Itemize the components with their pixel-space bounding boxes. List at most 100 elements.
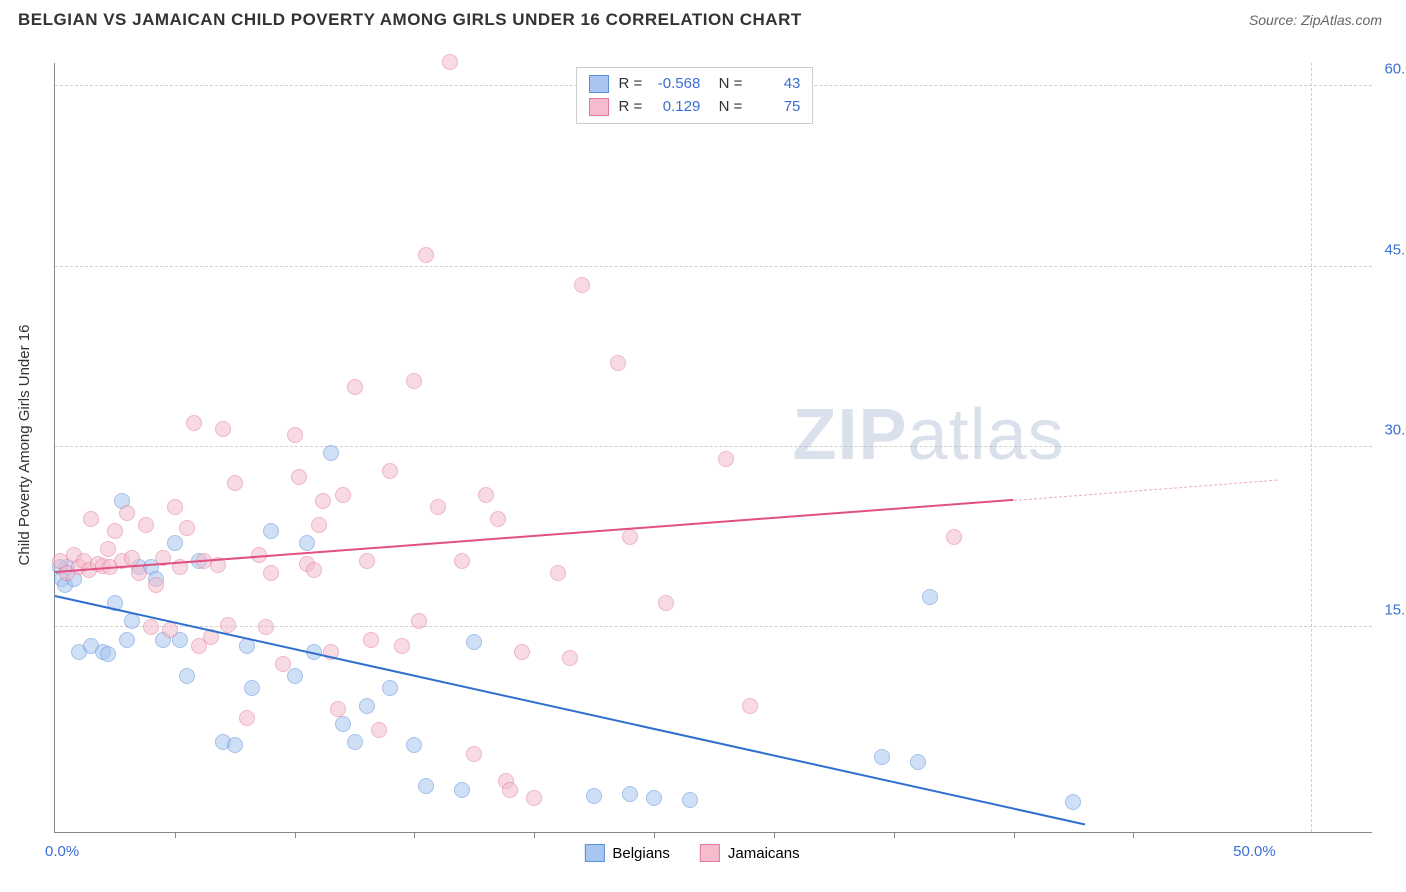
data-point (220, 617, 236, 633)
data-point (148, 577, 164, 593)
data-point (466, 746, 482, 762)
x-tick (534, 832, 535, 838)
data-point (466, 634, 482, 650)
data-point (347, 734, 363, 750)
data-point (291, 469, 307, 485)
data-point (442, 54, 458, 70)
n-value-jamaicans: 75 (752, 96, 800, 119)
legend-label-belgians: Belgians (612, 845, 670, 862)
data-point (167, 499, 183, 515)
data-point (622, 786, 638, 802)
data-point (83, 511, 99, 527)
data-point (215, 421, 231, 437)
chart-title: BELGIAN VS JAMAICAN CHILD POVERTY AMONG … (18, 10, 802, 30)
x-tick (894, 832, 895, 838)
data-point (311, 517, 327, 533)
legend-swatch-belgians (589, 75, 609, 93)
data-point (550, 565, 566, 581)
x-axis-max-label: 50.0% (1233, 843, 1276, 860)
data-point (874, 749, 890, 765)
data-point (430, 499, 446, 515)
data-point (186, 415, 202, 431)
data-point (258, 619, 274, 635)
data-point (382, 680, 398, 696)
data-point (922, 589, 938, 605)
data-point (394, 638, 410, 654)
data-point (119, 632, 135, 648)
data-point (107, 523, 123, 539)
data-point (658, 595, 674, 611)
correlation-legend: R = -0.568 N = 43 R = 0.129 N = 75 (576, 67, 814, 124)
legend-swatch-jamaicans-bottom (700, 844, 720, 862)
data-point (574, 277, 590, 293)
data-point (263, 565, 279, 581)
y-tick-label: 30.0% (1384, 422, 1406, 439)
source-name: ZipAtlas.com (1301, 12, 1382, 28)
data-point (454, 553, 470, 569)
data-point (143, 619, 159, 635)
plot-right-border (1311, 63, 1312, 832)
data-point (359, 698, 375, 714)
data-point (299, 535, 315, 551)
data-point (586, 788, 602, 804)
data-point (682, 792, 698, 808)
x-tick (414, 832, 415, 838)
data-point (514, 644, 530, 660)
trend-line (1013, 480, 1277, 501)
data-point (330, 701, 346, 717)
y-tick-label: 45.0% (1384, 241, 1406, 258)
data-point (138, 517, 154, 533)
x-tick (774, 832, 775, 838)
legend-label-jamaicans: Jamaicans (728, 845, 800, 862)
data-point (323, 445, 339, 461)
data-point (454, 782, 470, 798)
data-point (406, 373, 422, 389)
data-point (124, 613, 140, 629)
data-point (418, 247, 434, 263)
r-value-jamaicans: 0.129 (652, 96, 700, 119)
data-point (244, 680, 260, 696)
data-point (100, 646, 116, 662)
scatter-plot: R = -0.568 N = 43 R = 0.129 N = 75 ZIPat… (54, 63, 1372, 833)
r-value-belgians: -0.568 (652, 73, 700, 96)
data-point (131, 565, 147, 581)
data-point (382, 463, 398, 479)
r-label: R = (619, 73, 643, 96)
data-point (502, 782, 518, 798)
data-point (287, 427, 303, 443)
x-tick (1133, 832, 1134, 838)
legend-row-belgians: R = -0.568 N = 43 (589, 73, 801, 96)
data-point (562, 650, 578, 666)
data-point (411, 613, 427, 629)
y-tick-label: 60.0% (1384, 61, 1406, 78)
watermark-bold: ZIP (793, 395, 908, 475)
data-point (646, 790, 662, 806)
data-point (306, 562, 322, 578)
data-point (162, 622, 178, 638)
y-axis-label: Child Poverty Among Girls Under 16 (16, 325, 33, 566)
data-point (179, 668, 195, 684)
data-point (335, 716, 351, 732)
data-point (239, 710, 255, 726)
data-point (227, 737, 243, 753)
n-label: N = (710, 96, 742, 119)
data-point (718, 451, 734, 467)
gridline-horizontal (55, 446, 1372, 447)
source-prefix: Source: (1249, 12, 1301, 28)
data-point (275, 656, 291, 672)
data-point (227, 475, 243, 491)
data-point (167, 535, 183, 551)
data-point (371, 722, 387, 738)
source-attribution: Source: ZipAtlas.com (1249, 12, 1382, 28)
n-label: N = (710, 73, 742, 96)
data-point (124, 550, 140, 566)
x-tick (1014, 832, 1015, 838)
data-point (263, 523, 279, 539)
data-point (946, 529, 962, 545)
data-point (406, 737, 422, 753)
data-point (622, 529, 638, 545)
data-point (335, 487, 351, 503)
r-label: R = (619, 96, 643, 119)
data-point (418, 778, 434, 794)
watermark: ZIPatlas (793, 394, 1065, 476)
